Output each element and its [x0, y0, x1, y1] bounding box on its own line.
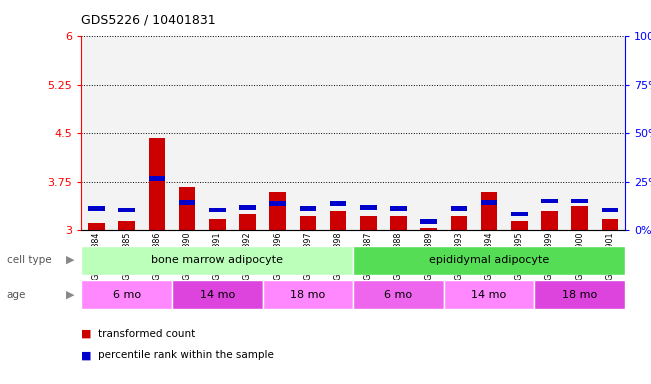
Bar	[118, 208, 135, 212]
Bar	[239, 205, 256, 210]
Bar	[480, 200, 497, 205]
Text: transformed count: transformed count	[98, 329, 195, 339]
Bar	[511, 212, 527, 216]
Bar	[148, 176, 165, 180]
Bar	[360, 205, 376, 210]
Text: bone marrow adipocyte: bone marrow adipocyte	[151, 255, 283, 265]
Bar	[564, 36, 595, 230]
Bar	[602, 219, 618, 230]
Bar	[299, 207, 316, 211]
Bar	[541, 211, 558, 230]
Bar	[360, 216, 376, 230]
Bar	[504, 36, 534, 230]
Bar	[232, 36, 262, 230]
Bar	[421, 228, 437, 230]
Bar	[262, 36, 293, 230]
Bar	[142, 36, 172, 230]
Bar	[179, 187, 195, 230]
Bar	[179, 200, 195, 205]
Bar	[511, 221, 527, 230]
Text: 18 mo: 18 mo	[290, 290, 326, 300]
Bar	[353, 246, 625, 275]
Bar	[81, 280, 172, 309]
Bar	[172, 280, 262, 309]
Bar	[444, 36, 474, 230]
Bar	[534, 36, 564, 230]
Bar	[450, 207, 467, 211]
Bar	[390, 216, 407, 230]
Bar	[353, 280, 444, 309]
Bar	[541, 199, 558, 203]
Bar	[413, 36, 444, 230]
Bar	[118, 221, 135, 230]
Bar	[209, 219, 226, 230]
Bar	[81, 246, 353, 275]
Bar	[172, 36, 202, 230]
Bar	[383, 36, 413, 230]
Bar	[450, 216, 467, 230]
Bar	[572, 199, 588, 203]
Text: 14 mo: 14 mo	[200, 290, 235, 300]
Bar	[299, 216, 316, 230]
Bar	[444, 280, 534, 309]
Bar	[81, 36, 111, 230]
Text: ▶: ▶	[66, 290, 75, 300]
Bar	[148, 138, 165, 230]
Bar	[474, 36, 504, 230]
Bar	[534, 280, 625, 309]
Bar	[602, 208, 618, 212]
Bar	[353, 36, 383, 230]
Bar	[390, 207, 407, 211]
Bar	[88, 207, 105, 211]
Bar	[270, 201, 286, 206]
Bar	[209, 208, 226, 212]
Bar	[111, 36, 142, 230]
Text: ▶: ▶	[66, 255, 75, 265]
Bar	[595, 36, 625, 230]
Bar	[330, 211, 346, 230]
Text: 6 mo: 6 mo	[384, 290, 413, 300]
Text: epididymal adipocyte: epididymal adipocyte	[429, 255, 549, 265]
Bar	[421, 219, 437, 224]
Text: 14 mo: 14 mo	[471, 290, 506, 300]
Text: cell type: cell type	[7, 255, 51, 265]
Bar	[88, 223, 105, 230]
Text: percentile rank within the sample: percentile rank within the sample	[98, 350, 273, 360]
Text: 18 mo: 18 mo	[562, 290, 597, 300]
Bar	[572, 206, 588, 230]
Bar	[480, 192, 497, 230]
Bar	[293, 36, 323, 230]
Bar	[270, 192, 286, 230]
Bar	[330, 201, 346, 206]
Text: age: age	[7, 290, 26, 300]
Text: ■: ■	[81, 329, 92, 339]
Text: 6 mo: 6 mo	[113, 290, 141, 300]
Text: ■: ■	[81, 350, 92, 360]
Text: GDS5226 / 10401831: GDS5226 / 10401831	[81, 13, 216, 26]
Bar	[239, 214, 256, 230]
Bar	[323, 36, 353, 230]
Bar	[202, 36, 232, 230]
Bar	[262, 280, 353, 309]
